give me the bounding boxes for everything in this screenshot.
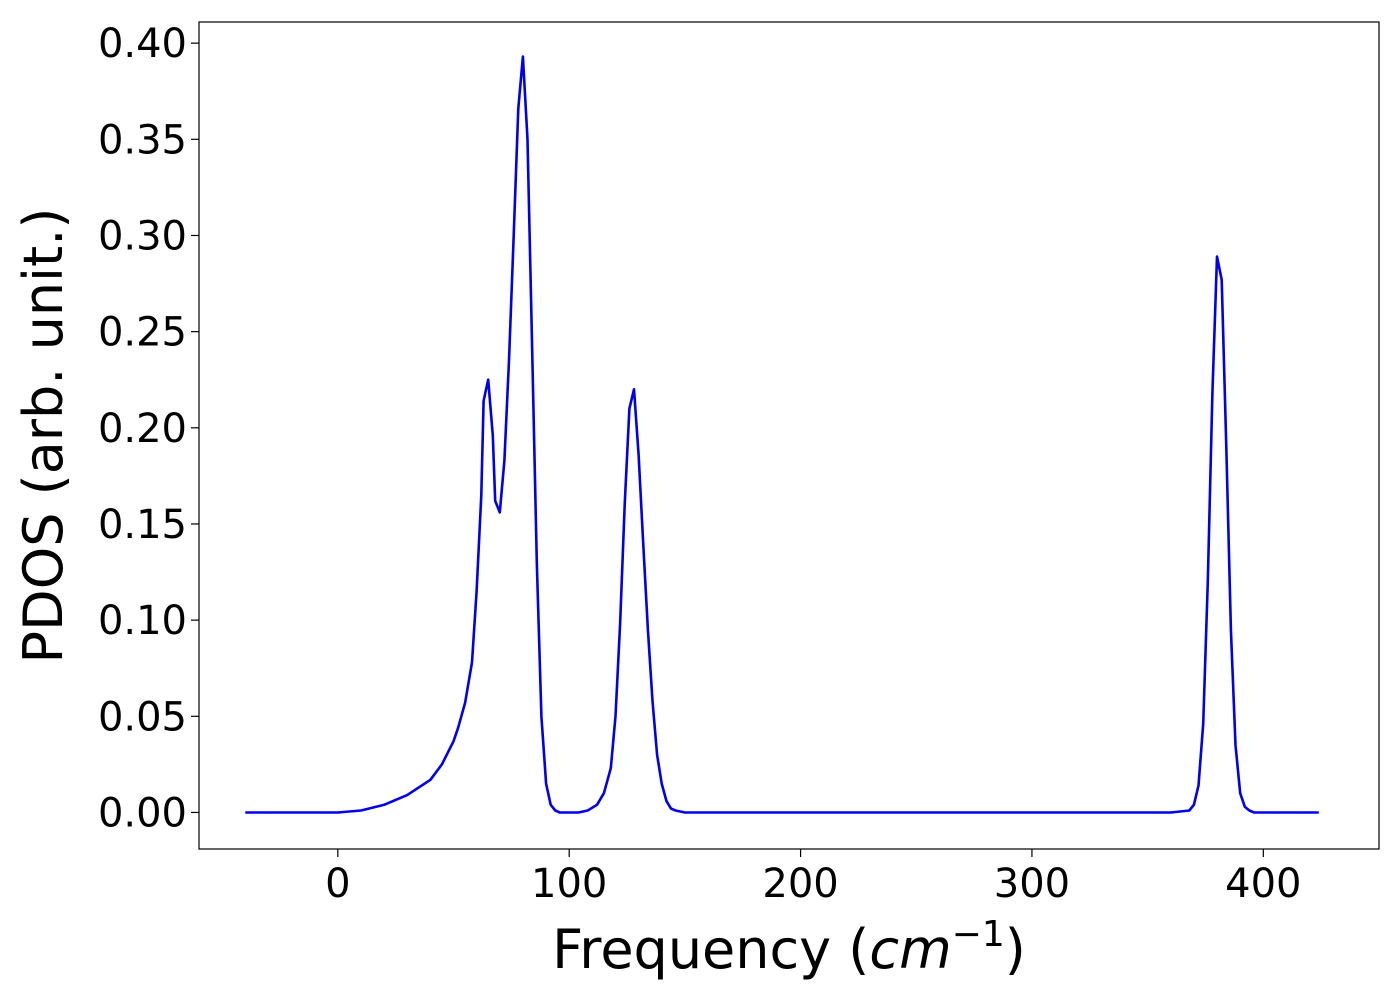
x-tick-label: 300 (994, 861, 1070, 907)
y-tick-label: 0.00 (98, 790, 187, 836)
pdos-series-line (245, 55, 1319, 814)
y-tick-label: 0.20 (98, 406, 187, 452)
y-axis-label: PDOS (arb. unit.) (12, 208, 75, 664)
x-tick-label: 200 (762, 861, 838, 907)
axes-frame (198, 21, 1380, 850)
y-tick-label: 0.40 (98, 21, 187, 67)
y-tick-label: 0.05 (98, 694, 187, 740)
y-tick-label: 0.25 (98, 310, 187, 356)
axis-ticks: 0 100 200 300 400 0.00 0.05 0.10 0.15 0.20 0.25 0.3… (98, 21, 1302, 907)
x-axis-label-close: ) (1005, 918, 1026, 981)
y-tick-label: 0.30 (98, 213, 187, 259)
x-tick-label: 100 (531, 861, 607, 907)
y-tick-label: 0.10 (98, 598, 187, 644)
x-axis-label-sup: −1 (952, 914, 1005, 955)
y-tick-label: 0.15 (98, 502, 187, 548)
y-tick-label: 0.35 (98, 117, 187, 163)
x-tick-label: 400 (1225, 861, 1301, 907)
x-tick-label: 0 (325, 861, 350, 907)
plot-area (245, 55, 1319, 814)
x-axis-label-text: Frequency ( (552, 918, 869, 981)
x-axis-label-math: cm (869, 918, 951, 981)
x-axis-label: Frequency (cm−1) (552, 914, 1026, 981)
